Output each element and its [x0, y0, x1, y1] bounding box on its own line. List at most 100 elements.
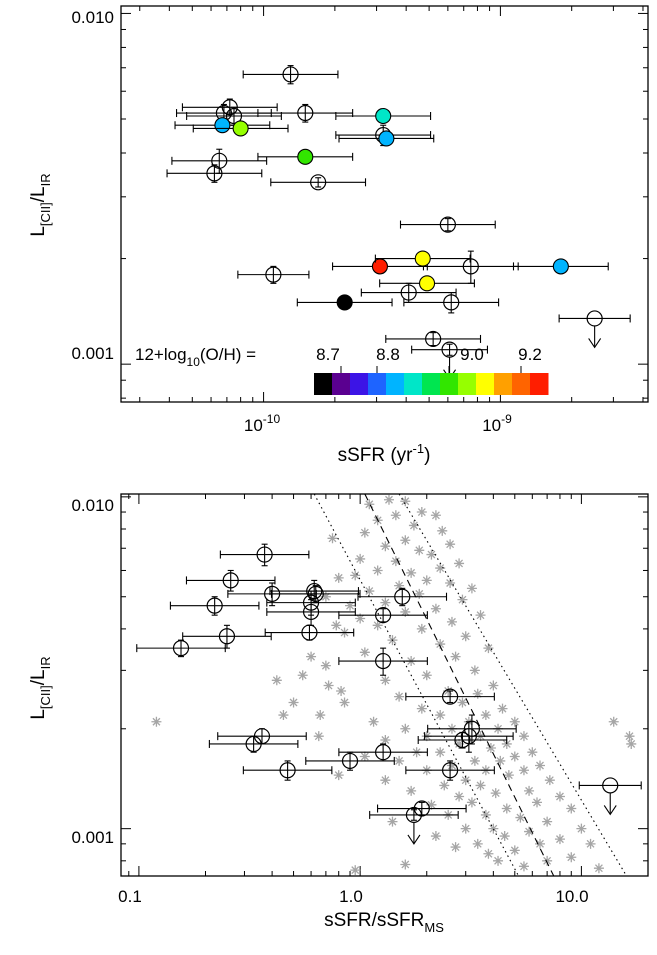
comparison-star [355, 613, 366, 624]
bot-y-axis-title: L[CII]/LIR [28, 656, 53, 719]
comparison-star [315, 710, 326, 721]
comparison-star [350, 570, 361, 581]
comparison-star [524, 826, 535, 837]
data-point [225, 107, 243, 125]
comparison-star [430, 831, 441, 842]
comparison-star [460, 631, 471, 642]
comparison-star [495, 755, 506, 766]
upper-limit-arrowhead [407, 834, 421, 845]
comparison-star [454, 738, 465, 749]
x-ticks [128, 494, 649, 876]
comparison-star [426, 549, 437, 560]
comparison-star [416, 507, 427, 518]
comparison-star [359, 751, 370, 762]
comparison-star [368, 716, 379, 727]
comparison-star [542, 855, 553, 866]
data-point [206, 597, 223, 614]
comparison-star [414, 545, 425, 556]
comparison-star [626, 738, 637, 749]
comparison-star [400, 723, 411, 734]
metallicity-point [214, 117, 231, 134]
colorbar-segment [386, 373, 405, 395]
data-point [375, 652, 392, 670]
metallicity-point [378, 130, 395, 147]
comparison-star [435, 639, 446, 650]
data-point [443, 294, 460, 311]
comparison-star [333, 572, 344, 583]
data-point [462, 258, 479, 275]
x-title-main: sSFR (yr [338, 445, 414, 466]
panel-bottom-ms: 0.001 0.010 0.1 1.0 10.0 sSFR/sSFRMS L[C… [28, 493, 649, 935]
comparison-star [380, 775, 391, 786]
comparison-star [518, 765, 529, 776]
comparison-star [364, 499, 375, 510]
comparison-star [406, 785, 417, 796]
comparison-star [271, 675, 282, 686]
colorbar-segment [314, 373, 333, 395]
comparison-star [320, 591, 331, 602]
comparison-star [313, 731, 324, 742]
y-title-sub2: IR [38, 656, 53, 669]
comparison-star [387, 816, 398, 827]
comparison-star [408, 520, 419, 531]
comparison-star [394, 580, 405, 591]
comparison-star [414, 588, 425, 599]
colorbar-segment [440, 373, 459, 395]
comparison-star [460, 775, 471, 786]
y-ticks [121, 496, 648, 862]
y-title-main: L [28, 226, 49, 237]
comparison-star [323, 680, 334, 691]
comparison-star [593, 863, 604, 874]
comparison-star [585, 838, 596, 849]
comparison-star [439, 780, 450, 791]
comparison-star [406, 567, 417, 578]
colorbar-segment [512, 373, 531, 395]
colorbar-segment [458, 373, 477, 395]
colorbar-segment [332, 373, 351, 395]
trend-line [364, 494, 555, 876]
bot-xtick-label-2: 10.0 [555, 887, 588, 906]
comparison-star [394, 691, 405, 702]
data-point [310, 174, 327, 191]
comparison-star [450, 651, 461, 662]
comparison-star [475, 780, 486, 791]
comparison-star [426, 799, 437, 810]
data-point [302, 603, 320, 621]
comparison-star [400, 535, 411, 546]
comparison-star [288, 697, 299, 708]
comparison-star [364, 586, 375, 597]
comparison-star [372, 620, 383, 631]
comparison-star [532, 797, 543, 808]
colorbar-tick-label-2: 9.0 [460, 345, 484, 364]
comparison-star [333, 770, 344, 781]
comparison-star [554, 834, 565, 845]
metallicity-point [375, 107, 392, 125]
comparison-star [457, 594, 468, 605]
data-point [307, 585, 324, 602]
top-xtick-label-0: 10-10 [244, 412, 281, 435]
bot-xtick-label-1: 1.0 [339, 887, 363, 906]
comparison-star [390, 510, 401, 521]
comparison-star [336, 685, 347, 696]
data-point [256, 546, 273, 563]
metallicity-point [552, 258, 569, 275]
data-points [166, 65, 631, 380]
cb-title-suffix: (O/H) = [200, 345, 256, 364]
x-title-sub: MS [424, 920, 444, 935]
colorbar-segment [476, 373, 495, 395]
colorbar [314, 366, 549, 395]
comparison-star [446, 616, 457, 627]
comparison-star [416, 703, 427, 714]
comparison-star [497, 703, 508, 714]
metallicity-point [418, 275, 436, 292]
comparison-star [372, 565, 383, 576]
comparison-star [437, 525, 448, 536]
comparison-star [535, 760, 546, 771]
plot-frame [120, 5, 649, 403]
data-point [375, 744, 392, 761]
comparison-star [430, 603, 441, 614]
comparison-star [380, 597, 391, 608]
trend-line-scatter [313, 494, 520, 876]
comparison-star [400, 496, 411, 507]
data-point [400, 284, 417, 301]
